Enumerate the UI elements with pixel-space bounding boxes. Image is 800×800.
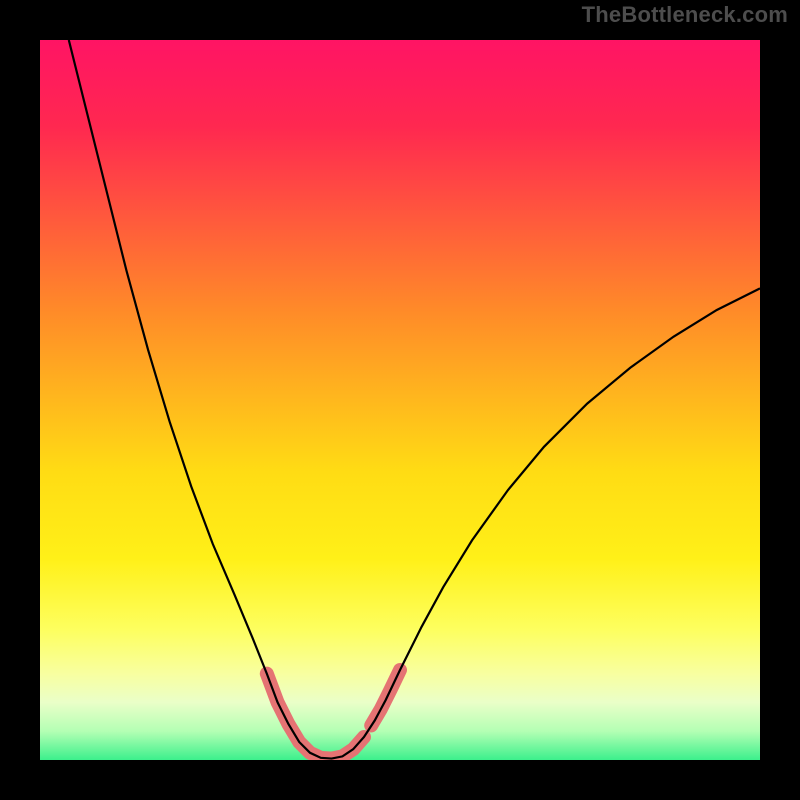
bottleneck-curve <box>40 40 760 760</box>
chart-frame: TheBottleneck.com <box>0 0 800 800</box>
highlight-segment <box>267 674 364 759</box>
watermark-text: TheBottleneck.com <box>582 2 788 28</box>
plot-area <box>40 40 760 760</box>
main-curve-line <box>69 40 760 759</box>
highlight-segments <box>267 670 400 759</box>
